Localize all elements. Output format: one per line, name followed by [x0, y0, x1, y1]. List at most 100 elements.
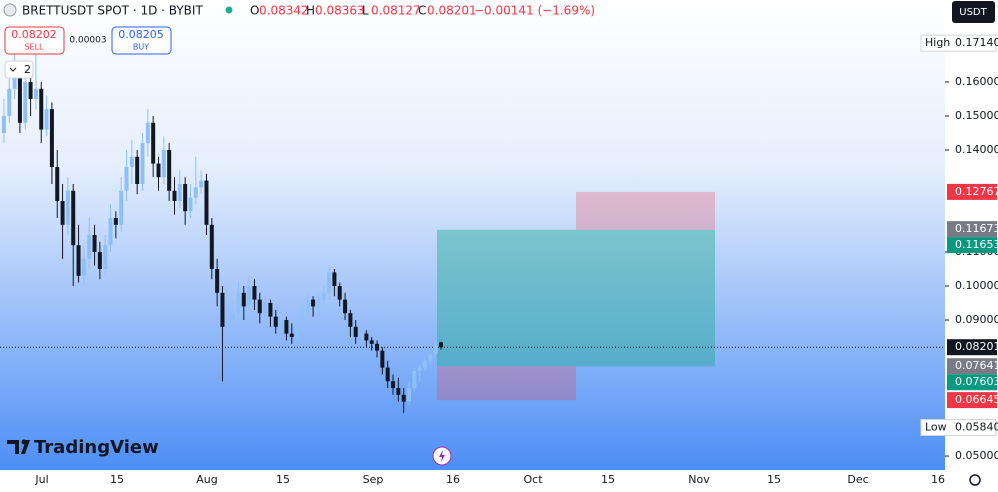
layout-toggle-count: 2 [24, 63, 31, 76]
plot [0, 47, 945, 413]
candle-body [92, 235, 97, 253]
candle-body [391, 381, 396, 389]
candle-body [44, 109, 49, 130]
candle-body [263, 303, 268, 314]
candle-body [364, 333, 369, 341]
candle-body [1, 115, 6, 133]
loss-zone [576, 191, 715, 230]
x-tick-label: Dec [847, 473, 868, 486]
candle-body [380, 350, 385, 368]
x-tick-label: Aug [196, 473, 217, 486]
candle-body [204, 180, 209, 225]
candle-body [289, 333, 294, 338]
change: −0.00141 (−1.69%) [474, 4, 595, 18]
profit-zone [576, 229, 715, 367]
candle-body [401, 394, 406, 402]
price-tag-label: 0.11673 [955, 222, 998, 235]
candle-body [188, 197, 193, 212]
price-tag-label: 0.07641 [955, 359, 998, 372]
candle-body [97, 252, 102, 270]
candle-body [252, 286, 257, 300]
candle-body [183, 183, 188, 212]
candle-body [71, 190, 76, 246]
candle-body [385, 367, 390, 382]
ohlc-value: 0.08342 [259, 4, 309, 18]
candle-body [407, 388, 412, 402]
low-tag [920, 418, 997, 436]
currency-button[interactable] [952, 1, 995, 23]
candle-body [193, 187, 198, 198]
candle-body [177, 183, 182, 201]
ohlc-value: 0.08363 [315, 4, 365, 18]
candle-body [161, 149, 166, 178]
loss-zone [437, 366, 576, 401]
x-tick-label: Sep [363, 473, 384, 486]
price-tag [947, 374, 997, 391]
candle-body [343, 299, 348, 314]
high-value: 0.17140 [955, 36, 998, 49]
plot-background [0, 0, 945, 470]
price-tag [947, 183, 997, 200]
low-label: Low [925, 420, 947, 433]
candle-body [12, 75, 17, 89]
y-tick-label: 0.14000 [955, 143, 998, 156]
candle-body [215, 269, 220, 293]
ohlc-key: O [250, 4, 259, 18]
candle-body [28, 81, 33, 99]
candle-body [23, 81, 28, 123]
price-tag [947, 392, 997, 409]
status-dot [225, 6, 233, 14]
price-tag-label: 0.12767 [955, 185, 998, 198]
candle-body [129, 156, 134, 167]
candle-body [39, 88, 44, 130]
sell-button[interactable] [4, 26, 65, 55]
candle-body [60, 200, 65, 225]
symbol-icon [3, 3, 17, 17]
candle-body [337, 286, 342, 300]
buy-label: BUY [133, 43, 149, 52]
candle-body [268, 303, 273, 317]
y-tick-label: 0.05000 [955, 449, 998, 462]
spread: 0.00003 [69, 36, 106, 46]
candle-body [76, 245, 81, 276]
candle-body [295, 326, 300, 338]
candle-body [279, 320, 284, 327]
x-tick-label: 15 [276, 473, 290, 486]
toggle-arrow [9, 67, 17, 72]
y-tick-label: 0.09000 [955, 313, 998, 326]
logo-mark [7, 440, 30, 454]
candle-body [273, 316, 278, 327]
candle-body [316, 299, 321, 307]
symbol[interactable]: BRETTUSDT SPOT · 1D · BYBIT [22, 4, 203, 18]
price-tag [947, 221, 997, 238]
ohlc-value: 0.08201 [427, 4, 477, 18]
x-tick-label: Oct [523, 473, 543, 486]
candle-body [33, 88, 38, 99]
currency: USDT [959, 7, 987, 18]
price-tag-label: 0.08201 [955, 340, 998, 353]
ohlc-key: L [362, 4, 369, 18]
price-tag [947, 358, 997, 375]
candle-body [103, 245, 108, 270]
candle-body [108, 217, 113, 246]
settings-icon[interactable] [969, 474, 981, 486]
candle-body [375, 343, 380, 351]
x-tick-label: 15 [110, 473, 124, 486]
time-axis [0, 470, 945, 492]
candle-body [423, 360, 428, 368]
candle-body [113, 217, 118, 225]
candle-body [332, 272, 337, 287]
layout-toggle[interactable] [4, 60, 34, 79]
candle-body [209, 224, 214, 270]
candle-body [327, 272, 332, 293]
candle-body [87, 235, 92, 259]
candle-body [284, 320, 289, 334]
x-tick-label: 16 [446, 473, 460, 486]
candle-body [156, 163, 161, 178]
candle-body [417, 367, 422, 372]
candle-body [305, 299, 310, 314]
candle-body [231, 313, 236, 321]
candle-body [257, 299, 262, 314]
buy-button[interactable] [111, 26, 172, 55]
